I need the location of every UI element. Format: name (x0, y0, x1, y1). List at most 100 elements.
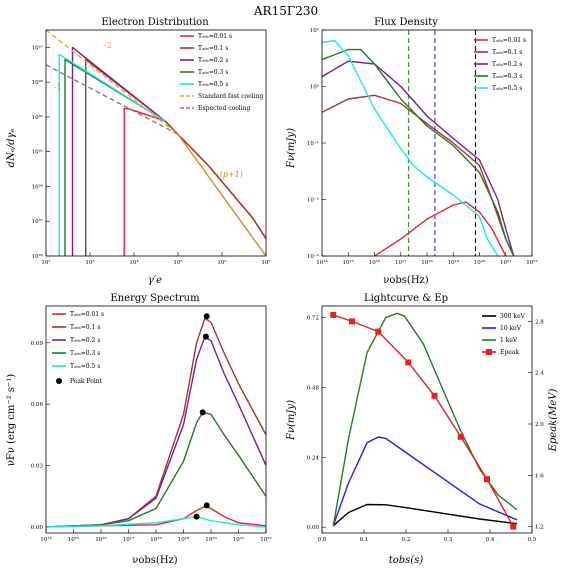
x-axis-label: tobs(s) (389, 555, 424, 566)
legend-label: Tₒ₆ₛ=0.3 s (492, 73, 522, 80)
x-axis-label: νobs(Hz) (132, 555, 178, 566)
panel-title: Flux Density (374, 17, 438, 28)
legend-label: Tₒ₆ₛ=0.1 s (70, 324, 100, 331)
y-tick-label: 0.72 (307, 316, 319, 322)
legend-label: Tₒ₆ₛ=0.1 s (492, 49, 522, 56)
y-tick-label-right: 2.0 (535, 422, 544, 428)
y-tick-label-right: 2.8 (535, 319, 544, 325)
slope-annotation-minus-2: -2 (104, 41, 112, 50)
x-tick-label: 10¹⁵ (68, 536, 79, 543)
x-tick-label: 10⁴ (129, 259, 139, 266)
peak-point (193, 513, 200, 520)
y-tick-label-right: 1.2 (535, 525, 544, 531)
series-line (374, 201, 507, 256)
panel-title: Lightcurve & Ep (364, 293, 448, 304)
legend: Tₒ₆ₛ=0.01 s Tₒ₆ₛ=0.1 s Tₒ₆ₛ=0.2 s Tₒ₆ₛ=0… (180, 33, 263, 112)
legend-label: Standard fast cooling (198, 93, 263, 100)
x-tick-label: 10¹⁷ (123, 536, 135, 543)
series-group (46, 30, 266, 256)
x-tick-label: 10²⁰ (205, 536, 217, 543)
x-tick-label: 0.1 (360, 537, 369, 543)
plot-frame (45, 29, 267, 257)
epeak-marker (457, 433, 464, 440)
y-axis-label: Fν(mJy) (286, 128, 297, 169)
legend-label: Tₒ₆ₛ=0.2 s (492, 61, 522, 68)
peak-point (202, 333, 209, 340)
panel-electron-distribution: Electron Distribution 10² 10³ 10⁴ 10⁵ 10⁶ 10⁷… (6, 17, 271, 286)
figure-title: AR15Γ230 (253, 4, 318, 18)
epeak-marker (330, 311, 337, 318)
y-tick-label: 10⁰ (310, 84, 320, 91)
y-tick-label: 10⁻¹ (307, 140, 319, 147)
plot-frame (45, 305, 267, 534)
y-tick-label: 0.00 (307, 525, 320, 531)
plot-area: 10² 10³ 10⁴ 10⁵ 10⁶ 10⁷ 10³⁵ 10³⁷ 10³⁹ 10⁴¹ 10⁴³ 10… (32, 29, 271, 266)
x-tick-label: 10²¹ (500, 259, 511, 266)
legend: Tₒ₆ₛ=0.01 s Tₒ₆ₛ=0.1 s Tₒ₆ₛ=0.2 s Tₒ₆ₛ=0… (474, 37, 526, 92)
panel-flux-density: Flux Density 10¹⁴ 10¹⁵ 10¹⁶ 10¹⁷ 10¹⁸ 10¹⁹ 10²… (286, 17, 538, 286)
x-tick-label: 10²² (526, 259, 537, 266)
y-axis-label-right: Epeak(MeV) (548, 388, 559, 452)
plot-frame (321, 29, 533, 257)
epeak-marker (484, 476, 490, 483)
y-tick-label: 0.00 (31, 525, 44, 531)
series-line (84, 58, 266, 256)
y-tick-label: 10⁴¹ (32, 149, 43, 156)
legend-label: Tₒ₆ₛ=0.01 s (70, 311, 104, 318)
y-axis-label: νFν (erg cm⁻² s⁻¹) (6, 374, 17, 466)
y-tick-label: 10³⁹ (32, 183, 44, 190)
epeak-marker (375, 328, 382, 335)
panel-title: Electron Distribution (101, 17, 209, 28)
x-tick-label: 0.3 (444, 537, 453, 543)
series-line (332, 312, 518, 526)
x-tick-label: 10⁶ (217, 259, 227, 266)
x-tick-label: 0.2 (402, 537, 411, 543)
x-tick-label: 10¹⁶ (369, 259, 381, 266)
y-tick-label: 10³⁷ (32, 218, 44, 225)
legend-label: Tₒ₆ₛ=0.2 s (198, 57, 228, 64)
x-tick-label: 10¹⁸ (150, 536, 162, 543)
epeak-marker (405, 359, 412, 366)
series-line (322, 39, 499, 256)
x-tick-label: 10²¹ (233, 536, 244, 543)
plot-frame (321, 305, 533, 534)
x-tick-label: 10²² (260, 536, 271, 543)
x-tick-label: 0.4 (486, 537, 495, 543)
y-tick-label-right: 2.4 (535, 371, 544, 377)
series-group (322, 30, 515, 256)
x-tick-label: 10² (41, 259, 50, 266)
series-line (123, 107, 266, 256)
peak-point (199, 409, 206, 416)
legend-label: Tₒ₆ₛ=0.5 s (492, 85, 522, 92)
epeak-marker (510, 523, 517, 530)
epeak-marker (349, 318, 355, 325)
x-tick-label: 10¹⁶ (95, 536, 107, 543)
legend-label: Tₒ₆ₛ=0.01 s (492, 37, 526, 44)
legend-marker (56, 378, 62, 384)
x-tick-label: 10⁵ (173, 259, 182, 266)
y-tick-label: 10⁻² (307, 197, 319, 204)
epeak-marker (431, 392, 438, 399)
y-tick-label-right: 1.6 (535, 473, 544, 479)
y-tick-label: 10⁻³ (307, 253, 319, 260)
y-tick-label: 10⁴⁷ (32, 44, 44, 51)
y-tick-label: 0.48 (307, 385, 320, 391)
y-tick-label: 0.09 (31, 341, 44, 347)
x-axis-label: νobs(Hz) (383, 275, 429, 286)
x-tick-label: 10²⁰ (474, 259, 486, 266)
y-axis-label: Fν(mJy) (286, 400, 297, 441)
series-line (332, 436, 518, 526)
x-tick-label: 0.5 (528, 537, 537, 543)
y-tick-label: 10⁴⁵ (32, 79, 43, 86)
legend-label: Tₒ₆ₛ=0.3 s (70, 350, 100, 357)
series-line (71, 46, 166, 256)
series-line (332, 503, 518, 527)
legend-label: 10 keV (500, 325, 522, 332)
x-tick-label: 10¹⁹ (448, 259, 460, 266)
x-tick-label: 10¹⁹ (178, 536, 190, 543)
series-line (46, 64, 179, 135)
series-line (333, 314, 514, 527)
panel-lightcurve: Lightcurve & Ep 0.0 0.1 0.2 0.3 0.4 0.50.000.… (286, 293, 559, 566)
series-line (322, 94, 515, 256)
